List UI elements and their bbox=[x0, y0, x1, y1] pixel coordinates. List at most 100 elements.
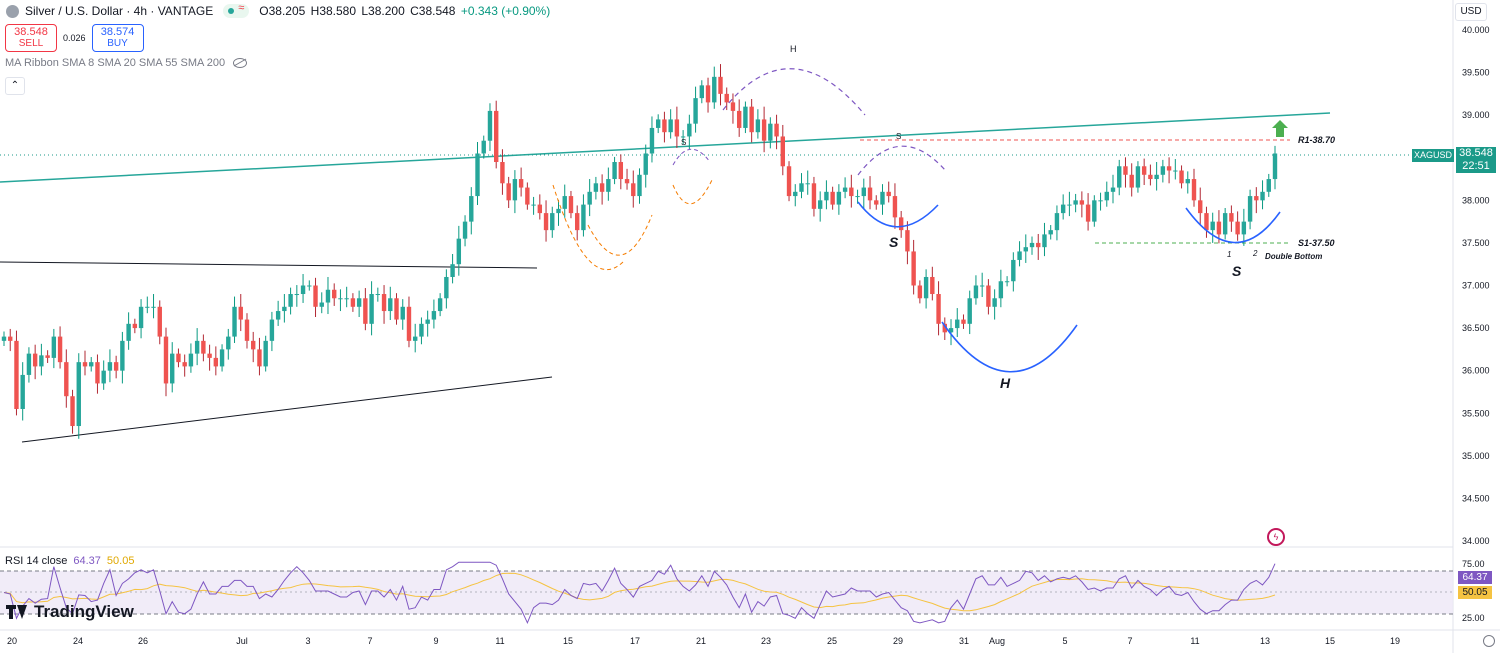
candle-body bbox=[163, 336, 169, 384]
bottom-2-label: 2 bbox=[1252, 249, 1258, 258]
candle-body bbox=[680, 136, 686, 138]
rsi-tick-label: 25.00 bbox=[1462, 613, 1485, 623]
candle-body bbox=[288, 294, 293, 307]
triangle-lower-line bbox=[21, 376, 553, 443]
candle-body bbox=[1141, 166, 1147, 175]
candle-body bbox=[207, 353, 212, 358]
candle-body bbox=[936, 294, 941, 324]
ma-ribbon-legend[interactable]: MA Ribbon SMA 8 SMA 20 SMA 55 SMA 200 bbox=[5, 57, 248, 69]
candle-body bbox=[917, 285, 923, 299]
last-price-tag: 38.548 22:51 bbox=[1456, 147, 1496, 173]
sell-label: SELL bbox=[18, 38, 44, 49]
candle-body bbox=[394, 298, 399, 320]
candle-body bbox=[76, 362, 81, 427]
candle-body bbox=[712, 76, 717, 103]
candle-body bbox=[151, 306, 156, 308]
candle-body bbox=[338, 298, 343, 300]
candle-body bbox=[817, 200, 823, 209]
candle-body bbox=[556, 208, 561, 214]
candle-body bbox=[1216, 221, 1222, 235]
candle-body bbox=[1204, 213, 1209, 231]
candle-body bbox=[593, 183, 599, 192]
candle-body bbox=[300, 285, 306, 295]
candle-body bbox=[1073, 200, 1078, 205]
candle-body bbox=[718, 76, 723, 94]
time-axis: 20 24 26 Jul 3 7 9 11 15 17 21 23 25 29 31 Aug 5 7 11 13 15 1… bbox=[7, 636, 1400, 646]
candle-body bbox=[774, 123, 779, 137]
hs-small-left-shoulder bbox=[552, 184, 624, 271]
hs-head-arc bbox=[722, 68, 866, 116]
candle-body bbox=[113, 362, 119, 371]
candle-body bbox=[998, 281, 1004, 299]
candle-body bbox=[282, 306, 287, 312]
inv-hs-head-h: H bbox=[1000, 375, 1011, 391]
chevron-up-icon[interactable]: ⌃ bbox=[5, 77, 25, 95]
sell-button[interactable]: 38.548 SELL bbox=[5, 24, 57, 52]
candle-body bbox=[1029, 242, 1035, 248]
candle-body bbox=[269, 319, 275, 341]
settings-gear-icon[interactable] bbox=[1483, 635, 1495, 647]
rsi-legend[interactable]: RSI 14 close 64.37 50.05 bbox=[5, 555, 134, 567]
candle-body bbox=[431, 311, 437, 320]
candle-body bbox=[805, 183, 810, 185]
candle-body bbox=[1191, 179, 1197, 201]
candle-body bbox=[70, 396, 75, 427]
candle-body bbox=[537, 204, 543, 214]
price-tick-label: 35.000 bbox=[1462, 451, 1490, 461]
candle-body bbox=[251, 340, 256, 350]
hs-small-right-shoulder bbox=[672, 179, 713, 205]
time-tick-label: 17 bbox=[630, 636, 640, 646]
candle-body bbox=[786, 166, 792, 197]
candle-body bbox=[599, 183, 605, 192]
candle-body bbox=[568, 196, 574, 214]
hide-eye-icon[interactable] bbox=[233, 58, 248, 68]
candle-body bbox=[624, 179, 630, 184]
candle-body bbox=[8, 336, 13, 341]
candle-body bbox=[743, 106, 748, 128]
candle-body bbox=[973, 285, 979, 299]
time-tick-label: 11 bbox=[1190, 636, 1199, 646]
time-tick-label: 5 bbox=[1062, 636, 1067, 646]
candle-body bbox=[313, 285, 318, 307]
candle-body bbox=[325, 289, 331, 303]
candle-body bbox=[1060, 204, 1066, 214]
time-tick-label: 25 bbox=[827, 636, 837, 646]
candle-body bbox=[1, 336, 7, 341]
candle-body bbox=[363, 298, 368, 324]
candle-body bbox=[232, 306, 237, 337]
buy-label: BUY bbox=[107, 38, 128, 49]
rsi-ma-axis-tag: 50.05 bbox=[1458, 586, 1492, 599]
up-arrow-icon bbox=[1272, 120, 1288, 137]
spread-value: 0.026 bbox=[63, 33, 86, 43]
candle-body bbox=[1129, 174, 1134, 188]
candle-body bbox=[811, 183, 817, 209]
candle-body bbox=[182, 362, 187, 367]
candle-body bbox=[1110, 187, 1116, 192]
candle-body bbox=[1117, 166, 1122, 188]
candle-body bbox=[1054, 213, 1060, 231]
candle-body bbox=[793, 191, 798, 197]
candle-body bbox=[462, 221, 468, 239]
candle-body bbox=[469, 196, 474, 222]
buy-button[interactable]: 38.574 BUY bbox=[91, 24, 144, 52]
candle-body bbox=[263, 340, 268, 367]
candle-body bbox=[369, 294, 374, 324]
market-status-icon[interactable] bbox=[223, 2, 250, 18]
time-tick-label: 13 bbox=[1260, 636, 1270, 646]
candle-body bbox=[562, 196, 567, 209]
currency-selector[interactable]: USD bbox=[1455, 3, 1487, 21]
chart-title[interactable]: Silver / U.S. Dollar · 4h · VANTAGE bbox=[25, 4, 214, 18]
candle-body bbox=[674, 119, 680, 137]
lightning-icon[interactable]: ϟ bbox=[1267, 528, 1285, 546]
hs-right-shoulder-arc bbox=[857, 145, 946, 176]
candle-body bbox=[749, 106, 754, 133]
candle-body bbox=[668, 119, 673, 133]
candle-body bbox=[400, 306, 405, 320]
time-tick-label: 26 bbox=[138, 636, 148, 646]
low-value: L38.200 bbox=[361, 4, 405, 18]
candle-body bbox=[574, 213, 580, 231]
candle-body bbox=[948, 328, 954, 333]
double-bottom-label: Double Bottom bbox=[1265, 252, 1322, 261]
price-tick-label: 35.500 bbox=[1462, 408, 1490, 418]
